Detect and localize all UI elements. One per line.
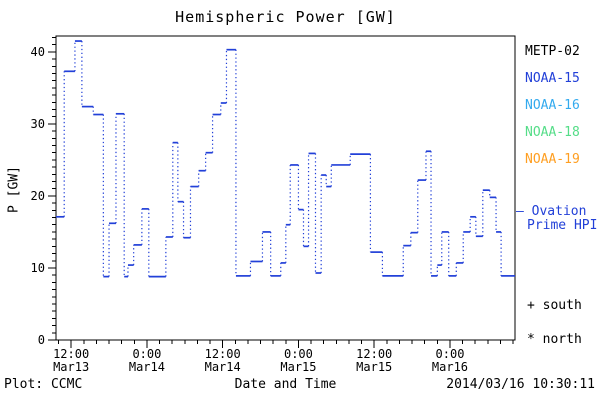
legend-item-noaa16: NOAA-16 bbox=[525, 98, 580, 113]
data-series-ovation-hpi bbox=[56, 40, 515, 278]
legend-item-noaa18: NOAA-18 bbox=[525, 125, 580, 140]
x-axis-title: Date and Time bbox=[234, 377, 337, 392]
y-tick-label: 40 bbox=[31, 45, 45, 59]
south-marker-key: + south bbox=[527, 298, 582, 313]
x-tick-time-label: 12:00 bbox=[356, 347, 392, 361]
ovation-name-part1: Ovation bbox=[531, 204, 587, 219]
x-axis: 12:00Mar130:00Mar1412:00Mar140:00Mar1512… bbox=[53, 340, 514, 374]
legend-item-noaa15: NOAA-15 bbox=[525, 71, 580, 86]
x-tick-date-label: Mar15 bbox=[356, 360, 392, 374]
y-axis: 0 10 20 30 40 bbox=[31, 36, 56, 347]
x-tick-date-label: Mar14 bbox=[129, 360, 165, 374]
satellite-legend: METP-02 NOAA-15 NOAA-16 NOAA-18 NOAA-19 bbox=[525, 38, 580, 173]
x-tick-date-label: Mar16 bbox=[432, 360, 468, 374]
plot-box bbox=[55, 35, 516, 341]
x-tick-time-label: 12:00 bbox=[53, 347, 89, 361]
legend-item-noaa19: NOAA-19 bbox=[525, 152, 580, 167]
ovation-prime-label: — Ovation Prime HPI bbox=[516, 205, 597, 233]
y-tick-label: 10 bbox=[31, 261, 45, 275]
x-tick-time-label: 0:00 bbox=[436, 347, 465, 361]
x-tick-time-label: 12:00 bbox=[205, 347, 241, 361]
y-tick-label: 0 bbox=[38, 333, 45, 347]
x-tick-date-label: Mar15 bbox=[280, 360, 316, 374]
x-tick-time-label: 0:00 bbox=[284, 347, 313, 361]
ovation-line1: — Ovation bbox=[516, 205, 597, 219]
y-tick-label: 30 bbox=[31, 117, 45, 131]
plot-credit: Plot: CCMC bbox=[4, 377, 83, 392]
ovation-line2: Prime HPI bbox=[527, 218, 598, 233]
north-marker-key: * north bbox=[527, 332, 582, 347]
x-tick-date-label: Mar13 bbox=[53, 360, 89, 374]
plot-timestamp: 2014/03/16 10:30:11 bbox=[446, 377, 595, 392]
y-tick-label: 20 bbox=[31, 189, 45, 203]
legend-item-metp02: METP-02 bbox=[525, 44, 580, 59]
line-style-dash-icon: — bbox=[516, 204, 524, 219]
page-title: Hemispheric Power [GW] bbox=[175, 8, 396, 26]
x-tick-date-label: Mar14 bbox=[205, 360, 241, 374]
x-tick-time-label: 0:00 bbox=[132, 347, 161, 361]
